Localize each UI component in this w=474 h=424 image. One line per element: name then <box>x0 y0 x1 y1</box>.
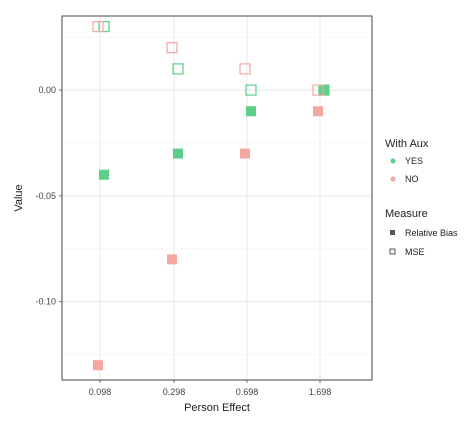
legend-title-measure: Measure <box>385 208 428 220</box>
relative-bias-point-yes <box>319 85 329 96</box>
relative-bias-point-yes <box>246 106 256 117</box>
legend-title-aux: With Aux <box>385 138 429 150</box>
ticks: 0.00 -0.05 -0.10 0.098 0.298 0.698 1.698 <box>35 85 331 397</box>
mse-point-no <box>92 20 104 33</box>
grid <box>62 16 372 380</box>
mse-point-yes <box>172 63 184 75</box>
legend-key-no <box>390 176 396 182</box>
y-tick-label: -0.10 <box>35 297 56 307</box>
legend-label-relative-bias: Relative Bias <box>405 228 458 238</box>
mse-point-yes <box>98 20 110 33</box>
relative-bias-point-no <box>240 148 250 159</box>
mse-point-no <box>312 84 324 96</box>
legend-label-yes: YES <box>405 156 423 166</box>
relative-bias-point-yes <box>99 169 109 180</box>
legend-key-mse <box>389 248 396 255</box>
plot-border <box>61 15 373 381</box>
relative-bias-point-no <box>93 360 103 371</box>
relative-bias-point-yes <box>173 148 183 159</box>
y-tick-label: -0.05 <box>35 191 56 201</box>
y-axis-title: Value <box>13 184 25 211</box>
y-tick-label: 0.00 <box>38 85 56 95</box>
x-tick-label: 0.098 <box>89 387 112 397</box>
x-axis-title: Person Effect <box>184 402 250 414</box>
x-tick-label: 1.698 <box>309 387 332 397</box>
mse-point-yes <box>245 84 257 96</box>
mse-point-no <box>166 42 178 54</box>
legend-label-no: NO <box>405 174 419 184</box>
x-tick-label: 0.298 <box>163 387 186 397</box>
relative-bias-point-no <box>313 106 323 117</box>
relative-bias-point-no <box>167 254 177 265</box>
legend-label-mse: MSE <box>405 247 425 257</box>
marks <box>92 20 330 371</box>
legend-key-yes <box>390 158 396 164</box>
x-tick-label: 0.698 <box>236 387 259 397</box>
legend: With Aux YES NO Measure Relative Bias MS… <box>385 138 458 257</box>
mse-point-yes <box>318 84 330 96</box>
mse-point-no <box>239 63 251 75</box>
legend-key-relative-bias <box>390 230 395 235</box>
